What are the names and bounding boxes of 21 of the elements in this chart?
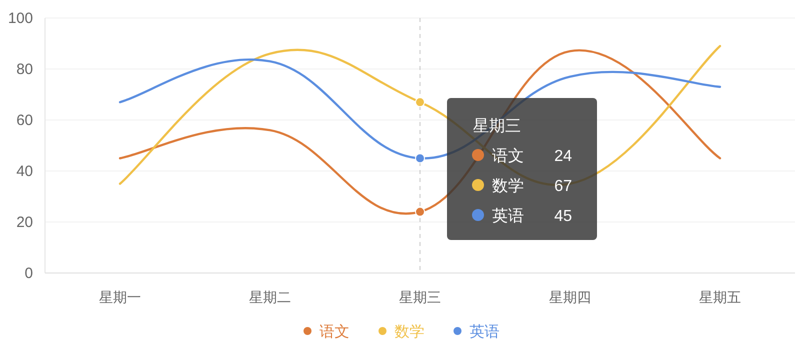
text: 语文	[320, 324, 350, 340]
y-tick-label: 40	[16, 163, 33, 180]
legend-label: 数学	[492, 177, 524, 195]
x-tick-label: 星期五	[699, 289, 741, 305]
y-tick-label: 0	[24, 265, 33, 282]
y-tick-label: 100	[8, 10, 33, 27]
x-tick-label: 星期四	[549, 289, 591, 305]
annotation: 67	[554, 178, 572, 195]
text: 数学	[394, 324, 424, 340]
x-tick-label: 星期三	[399, 289, 441, 305]
legend-label: 语文	[492, 147, 524, 165]
text: 英语	[470, 324, 500, 340]
annotation: 星期三	[473, 117, 521, 135]
y-tick-label: 80	[16, 61, 33, 78]
y-tick-label: 60	[16, 112, 33, 129]
x-tick-label: 星期一	[99, 289, 141, 305]
legend-label: 英语	[492, 207, 524, 225]
x-tick-label: 星期二	[249, 289, 291, 305]
annotation: 24	[554, 148, 572, 165]
y-tick-label: 20	[16, 214, 33, 231]
annotation: 45	[554, 208, 572, 225]
